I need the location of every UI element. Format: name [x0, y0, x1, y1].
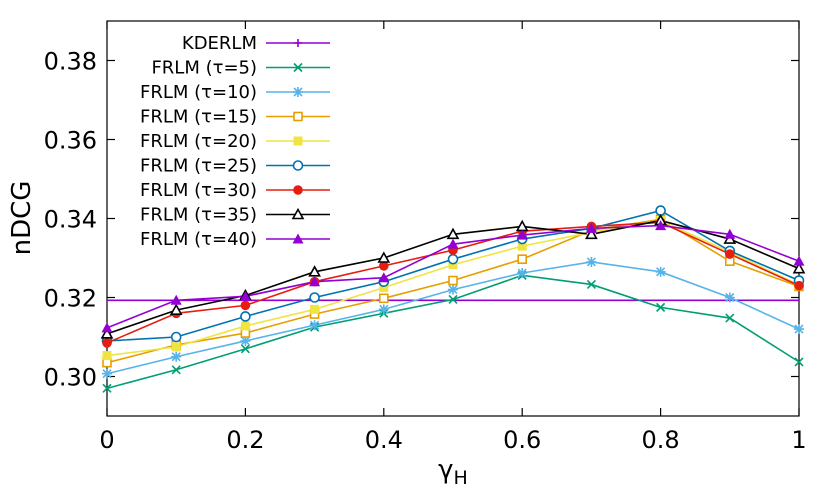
series-4-point	[448, 260, 458, 270]
series-4-point	[102, 351, 112, 361]
series-1-point	[586, 279, 596, 290]
legend-marker	[292, 233, 304, 244]
series-5-point	[170, 331, 182, 343]
series-8-point	[170, 294, 182, 305]
legend-label: FRLM (τ=40)	[140, 229, 257, 250]
series-8-point	[309, 276, 321, 287]
series-8-point	[724, 228, 736, 239]
series-1-point	[725, 313, 735, 323]
series-7-point	[792, 262, 806, 274]
y-tick-label: 0.36	[44, 127, 97, 155]
x-tick-label: 0	[99, 426, 114, 454]
series-5-point	[655, 205, 666, 216]
legend-label: FRLM (τ=25)	[140, 156, 257, 177]
series-1-point	[171, 365, 181, 375]
legend-label: FRLM (τ=15)	[140, 107, 257, 128]
x-axis-label-subscript: H	[454, 467, 468, 489]
series-7-point	[100, 327, 114, 339]
series-8-point	[655, 220, 667, 231]
legend-marker	[293, 136, 303, 146]
series-8-point	[239, 290, 251, 301]
series-4-point	[517, 241, 527, 251]
legend-label: FRLM (τ=5)	[151, 58, 257, 79]
legend: KDERLM FRLM (τ=5) FRLM (τ=10) FRLM (τ=15) FR…	[140, 33, 330, 250]
y-axis-label: nDCG	[7, 181, 37, 256]
x-axis-label-main: γ	[438, 455, 453, 485]
series-2-point	[378, 304, 389, 315]
series-7-point	[308, 265, 321, 277]
y-tick-label: 0.34	[44, 206, 97, 234]
series-1-point	[656, 302, 666, 312]
legend-marker	[291, 207, 305, 220]
series-1-point	[448, 294, 458, 305]
legend-marker	[294, 39, 302, 47]
legend-marker	[293, 62, 303, 73]
series-2-point	[448, 284, 458, 295]
series-7-point	[585, 227, 598, 240]
legend-label: KDERLM	[182, 33, 257, 54]
series-6-point	[102, 338, 112, 348]
series-5-point	[309, 292, 320, 303]
series-1-point	[240, 344, 250, 354]
legend-marker	[292, 160, 304, 171]
series-5-point	[447, 253, 459, 265]
y-tick-label: 0.38	[44, 48, 97, 76]
series-8-point	[447, 238, 459, 249]
legend-marker	[293, 185, 303, 195]
series-6-point	[240, 300, 251, 311]
series-2-point	[171, 351, 182, 362]
x-tick-label: 0.6	[503, 426, 541, 454]
series-7-point	[377, 251, 391, 263]
series-6-point	[725, 249, 735, 259]
series-markers	[100, 205, 806, 393]
legend-label: FRLM (τ=10)	[140, 82, 257, 103]
series-6-point	[379, 261, 389, 271]
y-tick-label: 0.30	[44, 364, 97, 392]
series-7-point	[169, 303, 183, 315]
legend-marker	[293, 111, 303, 122]
y-tick-label: 0.32	[44, 285, 97, 313]
series-2-point	[655, 266, 666, 277]
series-2-point	[724, 292, 735, 303]
legend-marker	[293, 87, 303, 97]
x-axis-label: γH	[438, 455, 468, 489]
series-8-point	[378, 272, 390, 283]
series-2-point	[794, 324, 804, 335]
series-3-point	[378, 293, 389, 304]
series-4-point	[240, 321, 250, 331]
x-tick-label: 1	[791, 426, 806, 454]
series-5-point	[240, 311, 251, 322]
series-6-point	[794, 280, 804, 291]
series-4-point	[310, 304, 320, 314]
legend-label: FRLM (τ=20)	[140, 131, 257, 152]
series-7-point	[515, 219, 529, 232]
series-3-point	[448, 275, 458, 286]
series-8-point	[101, 322, 113, 333]
x-tick-label: 0.2	[226, 426, 264, 454]
series-2-point	[309, 320, 320, 331]
series-2-point	[586, 256, 597, 267]
legend-label: FRLM (τ=30)	[140, 180, 257, 201]
series-8-point	[793, 255, 805, 266]
series-2-point	[517, 268, 528, 279]
series-7-point	[446, 227, 460, 240]
series-2-point	[102, 368, 112, 379]
series-1-point	[102, 383, 112, 393]
series-8-point	[516, 229, 528, 240]
x-tick-label: 0.8	[642, 426, 680, 454]
axis-ticks: 0 0.2 0.4 0.6 0.8 1 0.30 0.32 0.34 0.36 0.38	[44, 21, 807, 454]
legend-label: FRLM (τ=35)	[140, 205, 257, 226]
series-1-point	[794, 357, 804, 367]
series-4-point	[379, 283, 389, 293]
series-8-point	[585, 222, 597, 233]
x-tick-label: 0.4	[365, 426, 403, 454]
series-2-point	[240, 335, 251, 346]
series-3-point	[517, 254, 528, 264]
series-4-point	[171, 342, 181, 352]
